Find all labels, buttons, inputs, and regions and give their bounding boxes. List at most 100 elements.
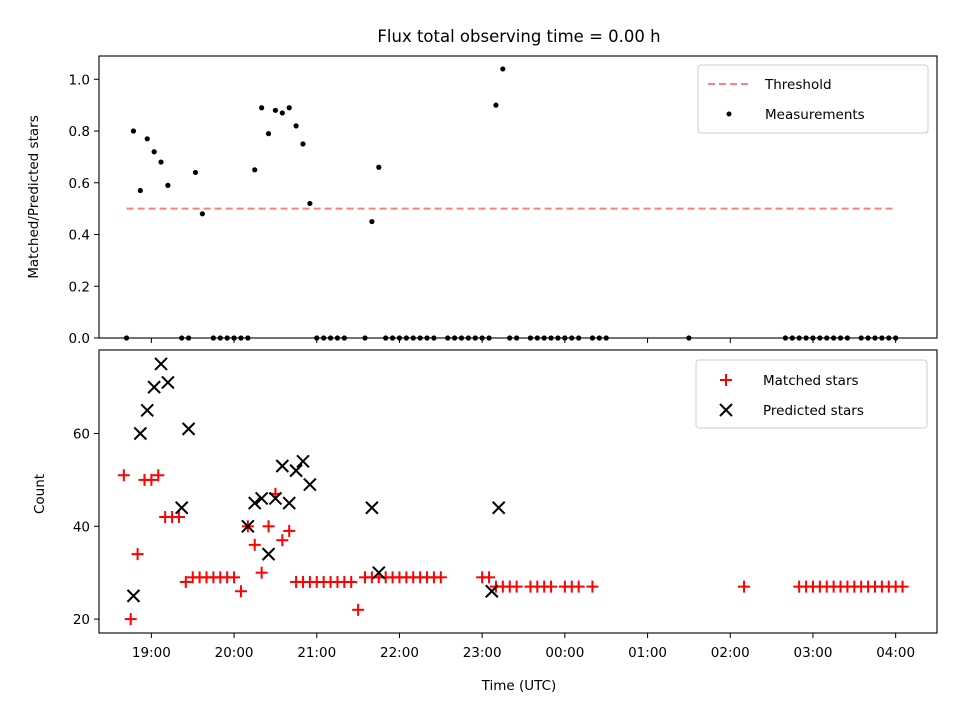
predicted-star-point <box>174 501 189 515</box>
measurement-point <box>376 164 382 170</box>
bottom-x-tick-label: 20:00 <box>215 645 254 661</box>
bottom-legend-box <box>695 359 928 429</box>
bottom-x-ticks: 19:00 20:00 21:00 22:00 23:00 00:00 01:00 02:00… <box>132 633 915 661</box>
measurement-point <box>493 102 499 108</box>
top-y-tick-label: 1.0 <box>69 72 90 88</box>
bottom-axes-frame <box>98 349 938 634</box>
top-y-tick-label: 0.8 <box>69 124 90 140</box>
bottom-y-ticks: 20 40 60 <box>73 427 99 628</box>
matched-legend-swatch <box>720 374 732 386</box>
top-axes-frame <box>98 55 938 339</box>
matched-star-point <box>572 580 585 593</box>
top-y-tick-label: 0.0 <box>69 331 90 347</box>
predicted-star-point <box>261 547 276 561</box>
measurement-point <box>151 149 157 155</box>
bottom-y-tick-label: 60 <box>73 427 90 443</box>
bottom-y-tick-label: 20 <box>73 612 90 628</box>
top-legend-box <box>697 64 929 134</box>
predicted-star-point <box>154 357 168 371</box>
bottom-panel: Count 20 40 60 19:00 20:00 21:00 22:00 23:00 00… <box>32 349 938 694</box>
matched-star-point <box>124 613 137 626</box>
measurement-point <box>165 182 171 188</box>
matched-star-point <box>131 548 144 561</box>
predicted-star-point <box>133 426 148 441</box>
matched-star-point <box>228 571 241 584</box>
measurement-point <box>130 128 137 134</box>
bottom-plot-area <box>117 357 909 626</box>
matched-star-point <box>283 524 296 537</box>
bottom-x-tick-label: 00:00 <box>545 645 584 661</box>
measurements-legend-label: Measurements <box>765 107 865 123</box>
bottom-x-tick-label: 19:00 <box>132 645 171 661</box>
measurement-point <box>137 187 143 194</box>
predicted-star-point <box>485 584 499 598</box>
predicted-star-point <box>140 403 154 418</box>
matched-star-point <box>152 469 165 482</box>
predicted-star-point <box>303 477 317 492</box>
top-y-tick-label: 0.4 <box>69 228 90 244</box>
measurement-point <box>199 211 205 217</box>
bottom-x-tick-label: 04:00 <box>876 645 915 661</box>
measurement-point <box>252 167 258 173</box>
figure-title: Flux total observing time = 0.00 h <box>377 27 660 46</box>
predicted-star-point <box>241 519 255 534</box>
matched-star-point <box>545 580 558 593</box>
predicted-star-point <box>161 375 175 390</box>
bottom-x-tick-label: 21:00 <box>297 645 336 661</box>
matched-star-point <box>434 571 447 584</box>
bottom-y-tick-label: 40 <box>73 519 90 535</box>
matched-star-point <box>896 580 909 593</box>
matched-star-point <box>483 571 496 584</box>
bottom-x-tick-label: 23:00 <box>463 645 502 661</box>
matched-star-point <box>145 473 158 486</box>
matched-legend-label: Matched stars <box>763 373 859 389</box>
predicted-star-point <box>268 491 283 506</box>
measurement-point <box>307 200 313 207</box>
top-panel: Matched/Predicted stars 0.0 0.2 0.4 0.6 0.8 1… <box>26 55 938 347</box>
matched-star-point <box>262 520 275 533</box>
bottom-x-tick-label: 22:00 <box>380 645 419 661</box>
measurement-point <box>293 123 299 129</box>
top-y-ticks: 0.0 0.2 0.4 0.6 0.8 1.0 <box>69 72 99 347</box>
measurement-point <box>265 131 272 137</box>
matched-star-point <box>248 538 261 551</box>
predicted-star-point <box>147 380 161 394</box>
top-y-tick-label: 0.6 <box>69 176 90 192</box>
matched-star-point <box>586 580 599 593</box>
matched-star-point <box>179 575 192 588</box>
bottom-x-tick-label: 03:00 <box>794 645 833 661</box>
predicted-legend-swatch <box>719 403 733 417</box>
bottom-y-axis-label: Count <box>32 474 48 514</box>
measurement-point <box>192 169 199 176</box>
measurement-point <box>500 66 506 72</box>
predicted-star-point <box>275 459 290 473</box>
predicted-star-point <box>365 501 379 515</box>
matched-star-point <box>510 580 523 593</box>
predicted-star-point <box>126 589 141 603</box>
bottom-x-tick-label: 01:00 <box>628 645 667 661</box>
matched-star-point <box>345 575 358 588</box>
matched-star-point <box>117 469 130 482</box>
top-x-ticks <box>150 338 897 343</box>
measurement-point <box>286 105 292 111</box>
predicted-star-point <box>296 454 310 469</box>
predicted-star-point <box>491 501 506 515</box>
predicted-star-point <box>372 565 386 580</box>
matched-star-point <box>255 566 268 579</box>
x-axis-label: Time (UTC) <box>481 678 557 694</box>
matched-star-point <box>352 603 365 616</box>
top-plot-area <box>123 66 899 341</box>
matched-star-point <box>738 580 751 593</box>
measurement-point <box>369 218 375 225</box>
matched-star-point <box>276 534 289 547</box>
bottom-legend: Matched stars Predicted stars <box>695 359 928 429</box>
measurement-point <box>279 110 285 116</box>
measurement-point <box>259 105 265 111</box>
measurement-point <box>144 136 150 142</box>
top-legend: Threshold Measurements <box>697 64 929 134</box>
top-y-tick-label: 0.2 <box>69 279 90 295</box>
measurements-legend-swatch <box>726 111 732 117</box>
predicted-legend-label: Predicted stars <box>763 403 864 419</box>
predicted-star-point <box>289 463 303 478</box>
